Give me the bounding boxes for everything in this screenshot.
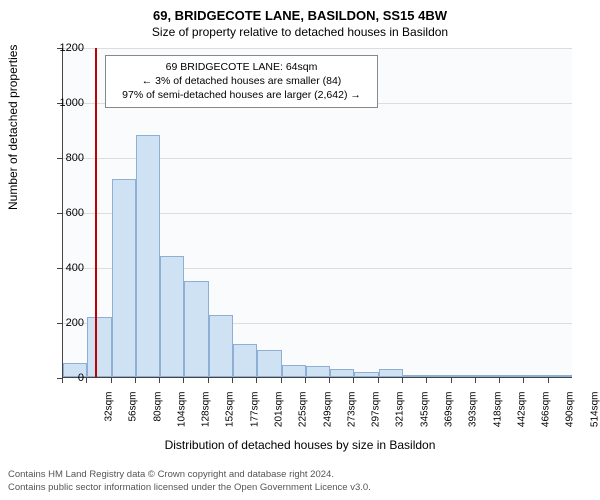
x-tick-label: 466sqm bbox=[541, 392, 552, 442]
x-tick-label: 273sqm bbox=[346, 392, 357, 442]
info-line-1: 69 BRIDGECOTE LANE: 64sqm bbox=[114, 60, 369, 74]
histogram-bar bbox=[500, 375, 524, 377]
histogram-bar bbox=[427, 375, 451, 377]
page-subtitle: Size of property relative to detached ho… bbox=[0, 25, 600, 39]
histogram-bar bbox=[452, 375, 476, 377]
y-tick-label: 1200 bbox=[44, 42, 84, 54]
histogram-bar bbox=[87, 317, 111, 378]
x-tick-mark bbox=[183, 378, 184, 383]
y-tick-label: 200 bbox=[44, 317, 84, 329]
x-tick-label: 104sqm bbox=[176, 392, 187, 442]
x-tick-mark bbox=[281, 378, 282, 383]
histogram-bar bbox=[379, 369, 403, 377]
x-tick-mark bbox=[378, 378, 379, 383]
info-line-3: 97% of semi-detached houses are larger (… bbox=[114, 88, 369, 102]
x-tick-label: 177sqm bbox=[249, 392, 260, 442]
x-tick-label: 56sqm bbox=[128, 392, 139, 442]
histogram-bar bbox=[136, 135, 160, 377]
x-tick-label: 32sqm bbox=[104, 392, 115, 442]
x-tick-mark bbox=[305, 378, 306, 383]
x-tick-mark bbox=[523, 378, 524, 383]
x-tick-mark bbox=[86, 378, 87, 383]
y-axis-label: Number of detached properties bbox=[6, 45, 20, 210]
x-tick-label: 201sqm bbox=[274, 392, 285, 442]
x-tick-mark bbox=[208, 378, 209, 383]
x-tick-label: 418sqm bbox=[492, 392, 503, 442]
info-line-2: ← 3% of detached houses are smaller (84) bbox=[114, 74, 369, 88]
histogram-bar bbox=[306, 366, 330, 377]
info-box: 69 BRIDGECOTE LANE: 64sqm ← 3% of detach… bbox=[105, 55, 378, 108]
x-tick-label: 152sqm bbox=[225, 392, 236, 442]
x-tick-mark bbox=[159, 378, 160, 383]
histogram-bar bbox=[476, 375, 500, 377]
histogram-bar bbox=[112, 179, 136, 377]
histogram-bar bbox=[184, 281, 208, 377]
histogram-bar bbox=[524, 375, 548, 377]
histogram-bar bbox=[354, 372, 378, 378]
x-tick-label: 490sqm bbox=[565, 392, 576, 442]
footer: Contains HM Land Registry data © Crown c… bbox=[8, 469, 371, 494]
histogram-bar bbox=[209, 315, 233, 377]
x-tick-mark bbox=[232, 378, 233, 383]
histogram-bar bbox=[282, 365, 306, 377]
x-tick-label: 345sqm bbox=[419, 392, 430, 442]
x-tick-mark bbox=[111, 378, 112, 383]
x-tick-label: 442sqm bbox=[516, 392, 527, 442]
page-title: 69, BRIDGECOTE LANE, BASILDON, SS15 4BW bbox=[0, 0, 600, 23]
x-tick-label: 393sqm bbox=[468, 392, 479, 442]
x-tick-mark bbox=[426, 378, 427, 383]
grid-line bbox=[63, 48, 572, 49]
histogram-bar bbox=[233, 344, 257, 377]
y-tick-label: 400 bbox=[44, 262, 84, 274]
y-tick-label: 800 bbox=[44, 152, 84, 164]
marker-line bbox=[95, 48, 97, 377]
x-tick-label: 514sqm bbox=[589, 392, 600, 442]
x-tick-mark bbox=[135, 378, 136, 383]
y-tick-label: 0 bbox=[44, 372, 84, 384]
x-tick-mark bbox=[499, 378, 500, 383]
x-tick-mark bbox=[256, 378, 257, 383]
x-tick-label: 369sqm bbox=[444, 392, 455, 442]
footer-line-1: Contains HM Land Registry data © Crown c… bbox=[8, 469, 371, 481]
histogram-bar bbox=[549, 375, 572, 377]
histogram-bar bbox=[257, 350, 281, 378]
x-tick-label: 80sqm bbox=[152, 392, 163, 442]
x-tick-mark bbox=[475, 378, 476, 383]
histogram-bar bbox=[403, 375, 427, 377]
y-tick-label: 1000 bbox=[44, 97, 84, 109]
x-tick-label: 321sqm bbox=[395, 392, 406, 442]
x-tick-mark bbox=[329, 378, 330, 383]
histogram-bar bbox=[160, 256, 184, 377]
x-tick-mark bbox=[402, 378, 403, 383]
x-tick-label: 297sqm bbox=[371, 392, 382, 442]
x-tick-label: 225sqm bbox=[298, 392, 309, 442]
footer-line-2: Contains public sector information licen… bbox=[8, 482, 371, 494]
histogram-bar bbox=[330, 369, 354, 377]
y-tick-label: 600 bbox=[44, 207, 84, 219]
x-tick-label: 128sqm bbox=[201, 392, 212, 442]
x-tick-mark bbox=[451, 378, 452, 383]
x-tick-label: 249sqm bbox=[322, 392, 333, 442]
x-tick-mark bbox=[353, 378, 354, 383]
x-tick-mark bbox=[548, 378, 549, 383]
